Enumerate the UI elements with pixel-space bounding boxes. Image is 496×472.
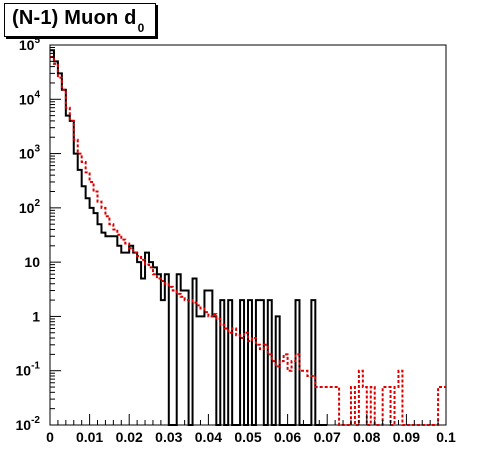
chart-title-subscript: 0 [137, 21, 145, 35]
x-tick-label: 0 [46, 429, 54, 445]
y-axis: 10-2 10-1 1 10 102 103 104 105 [16, 35, 61, 433]
x-tick-label: 0.1 [436, 429, 456, 445]
y-tick-label: 10-2 [16, 415, 41, 433]
x-tick-label: 0.05 [234, 429, 261, 445]
chart-title-main: (N-1) Muon d [12, 7, 137, 29]
x-tick-label: 0.02 [116, 429, 143, 445]
x-tick-label: 0.06 [274, 429, 301, 445]
chart-title-box: (N-1) Muon d0 [4, 3, 156, 37]
histogram-layer [50, 49, 446, 426]
x-tick-label: 0.07 [314, 429, 341, 445]
y-tick-label: 10-1 [16, 361, 41, 379]
y-tick-label: 102 [19, 198, 41, 216]
y-tick-label: 10 [24, 254, 40, 270]
y-tick-label: 105 [19, 35, 41, 53]
y-tick-label: 103 [19, 144, 41, 162]
y-tick-label: 104 [19, 89, 41, 107]
y-tick-label: 1 [32, 308, 40, 324]
x-tick-label: 0.08 [353, 429, 380, 445]
x-axis: 0 0.01 0.02 0.03 0.04 0.05 0.06 0.07 0.08 0.09 0.1 [46, 414, 456, 445]
x-tick-label: 0.04 [195, 429, 222, 445]
x-tick-label: 0.03 [155, 429, 182, 445]
x-tick-label: 0.09 [393, 429, 420, 445]
x-tick-label: 0.01 [76, 429, 103, 445]
histogram-series-1 [50, 49, 328, 426]
chart-title: (N-1) Muon d0 [12, 7, 144, 35]
